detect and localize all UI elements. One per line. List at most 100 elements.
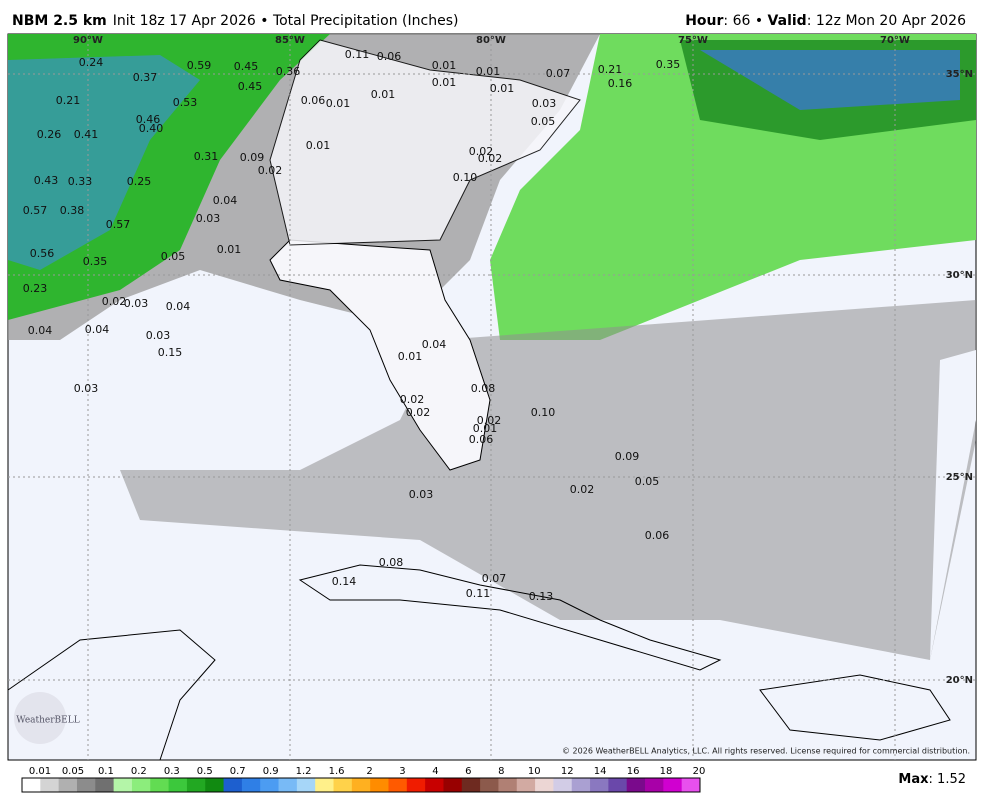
- point-value: 0.03: [146, 329, 171, 342]
- point-value: 0.01: [217, 243, 242, 256]
- point-value: 0.06: [469, 433, 494, 446]
- point-value: 0.03: [74, 382, 99, 395]
- point-value: 0.57: [106, 218, 131, 231]
- colorbar-swatch: [443, 778, 463, 792]
- legend: 0.01 0.05 0.1 0.2 0.3 0.5 0.7 0.9 1.2 1.6 2 3 4 6 8 10 1…: [21, 766, 706, 793]
- valid-value: : 12z Mon 20 Apr 2026: [807, 13, 966, 29]
- point-value: 0.31: [194, 150, 219, 163]
- point-value: 0.59: [187, 59, 212, 72]
- point-value: 0.09: [240, 151, 265, 164]
- point-value: 0.05: [531, 115, 556, 128]
- point-value: 0.11: [466, 587, 491, 600]
- colorbar-label: 0.05: [62, 766, 84, 777]
- colorbar-swatch: [168, 778, 188, 792]
- point-value: 0.45: [238, 80, 263, 93]
- precip-blue: [8, 55, 200, 270]
- point-value: 0.08: [471, 382, 496, 395]
- hispaniola: [759, 674, 951, 741]
- point-value: 0.08: [379, 556, 404, 569]
- colorbar-swatch: [571, 778, 591, 792]
- colorbar-swatch: [150, 778, 170, 792]
- point-value: 0.02: [400, 393, 425, 406]
- longitude-label: 80°W: [476, 35, 506, 46]
- hour-label: Hour: [685, 13, 723, 29]
- point-value: 0.02: [477, 414, 502, 427]
- colorbar-swatch: [388, 778, 408, 792]
- point-value: 0.36: [276, 65, 301, 78]
- point-value: 0.05: [635, 475, 660, 488]
- longitude-label: 75°W: [678, 35, 708, 46]
- colorbar-swatch: [425, 778, 444, 792]
- colorbar-label: 0.7: [230, 766, 246, 777]
- colorbar-swatch: [223, 778, 243, 792]
- logo: WeatherBELL: [16, 716, 79, 726]
- point-value: 0.26: [37, 128, 62, 141]
- colorbar-swatch: [351, 778, 371, 792]
- latitude-label: 20°N: [946, 675, 973, 686]
- point-value: 0.03: [409, 488, 434, 501]
- point-value: 0.21: [598, 63, 623, 76]
- point-value: 0.07: [546, 67, 571, 80]
- georgia-carolina: [269, 39, 581, 246]
- header-left: NBM 2.5 km Init 18z 17 Apr 2026 • Total P…: [12, 13, 458, 29]
- colorbar-swatch: [315, 778, 335, 792]
- point-value: 0.01: [490, 82, 515, 95]
- point-value: 0.10: [453, 171, 478, 184]
- colorbar-swatch: [406, 778, 426, 792]
- colorbar-swatch: [608, 778, 628, 792]
- colorbar-swatch: [681, 778, 701, 792]
- colorbar-label: 4: [432, 766, 438, 777]
- point-value: 0.05: [161, 250, 186, 263]
- colorbar-label: 0.3: [164, 766, 180, 777]
- colorbar-swatch: [663, 778, 683, 792]
- colorbar-swatch: [113, 778, 133, 792]
- map: 90°W 85°W 80°W 75°W 70°W 35°N 30°N 25°N 20°N 0.2…: [7, 33, 977, 761]
- colorbar-swatch: [58, 778, 78, 792]
- colorbar-swatch: [370, 778, 389, 792]
- point-value: 0.15: [158, 346, 183, 359]
- colorbar-label: 18: [660, 766, 673, 777]
- point-value: 0.53: [173, 96, 198, 109]
- colorbar-label: 10: [528, 766, 541, 777]
- point-value: 0.14: [332, 575, 357, 588]
- colorbar-swatch: [76, 778, 96, 792]
- colorbar-swatch: [205, 778, 225, 792]
- colorbar-swatch: [241, 778, 261, 792]
- colorbar-label: 20: [693, 766, 706, 777]
- point-value: 0.01: [432, 76, 457, 89]
- colorbar-swatch: [278, 778, 298, 792]
- point-value: 0.40: [139, 122, 164, 135]
- point-value: 0.02: [406, 406, 431, 419]
- hour-value: : 66 •: [723, 13, 767, 29]
- point-value: 0.04: [28, 324, 53, 337]
- domain-edge: [930, 350, 976, 660]
- colorbar-label: 0.01: [29, 766, 51, 777]
- point-value: 0.06: [377, 50, 402, 63]
- point-value: 0.33: [68, 175, 93, 188]
- colorbar-label: 0.9: [263, 766, 279, 777]
- max-value: : 1.52: [929, 772, 966, 787]
- point-value: 0.56: [30, 247, 55, 260]
- point-value: 0.25: [127, 175, 152, 188]
- max-label: Max: [898, 772, 929, 787]
- latitude-label: 35°N: [946, 69, 973, 80]
- point-value: 0.01: [473, 422, 498, 435]
- point-value: 0.45: [234, 60, 259, 73]
- colorbar-label: 0.2: [131, 766, 147, 777]
- point-value: 0.04: [85, 323, 110, 336]
- precip-gray-south: [120, 300, 976, 660]
- cuba: [298, 564, 722, 671]
- colorbar-swatch: [553, 778, 573, 792]
- colorbar-label: 0.5: [197, 766, 213, 777]
- point-value: 0.01: [306, 139, 331, 152]
- point-value: 0.04: [422, 338, 447, 351]
- colorbar-swatch: [296, 778, 316, 792]
- point-value: 0.01: [371, 88, 396, 101]
- colorbar-label: 3: [399, 766, 405, 777]
- colorbar-swatch: [498, 778, 518, 792]
- copyright: © 2026 WeatherBELL Analytics, LLC. All r…: [562, 747, 970, 756]
- point-value: 0.57: [23, 204, 48, 217]
- colorbar-swatch: [333, 778, 353, 792]
- point-value: 0.24: [79, 56, 104, 69]
